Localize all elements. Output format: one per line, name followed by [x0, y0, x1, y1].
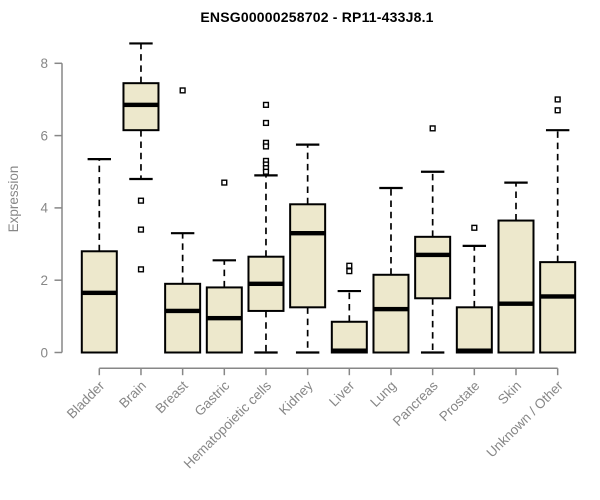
x-axis-tick-label: Liver	[326, 378, 358, 410]
chart-title: ENSG00000258702 - RP11-433J8.1	[200, 9, 434, 25]
iqr-box	[164, 282, 202, 354]
outlier-point	[262, 119, 270, 127]
x-axis-tick-label: Gastric	[192, 378, 233, 419]
boxplot-lung	[372, 186, 410, 354]
y-axis-tick-label: 6	[40, 128, 48, 143]
iqr-box	[414, 235, 452, 300]
x-axis-tick-label: Skin	[495, 378, 524, 407]
iqr-box	[80, 250, 118, 354]
median-line	[206, 315, 242, 321]
median-line	[123, 102, 159, 108]
iqr-box	[539, 261, 577, 354]
outlier-point	[429, 125, 436, 132]
y-axis-tick-label: 8	[40, 56, 48, 71]
y-axis-tick-label: 4	[40, 201, 48, 216]
median-line	[540, 294, 576, 299]
outlier-point	[262, 168, 270, 175]
boxplot-brain	[122, 42, 160, 273]
y-axis-tick-label: 2	[40, 273, 48, 288]
boxplot-pancreas	[414, 125, 452, 354]
outlier-point	[137, 266, 145, 273]
x-axis-tick-label: Kidney	[276, 378, 316, 418]
outlier-point	[262, 101, 270, 108]
x-axis-tick-label: Lung	[367, 378, 399, 410]
y-axis: 0 2 4 6 8	[40, 56, 63, 360]
boxplot-liver	[330, 262, 368, 354]
outlier-point	[346, 262, 353, 269]
median-line	[498, 301, 534, 306]
iqr-box	[372, 273, 410, 354]
x-axis-tick-label: Brain	[116, 378, 149, 411]
iqr-box	[497, 219, 535, 354]
median-line	[331, 348, 367, 353]
median-line	[373, 306, 409, 312]
boxplot-gastric	[205, 179, 243, 354]
median-line	[248, 281, 284, 287]
boxplot-breast	[164, 87, 202, 354]
outlier-point	[346, 268, 353, 275]
median-line	[415, 252, 451, 258]
boxplot-bladder	[80, 157, 118, 354]
outlier-point	[554, 96, 561, 103]
x-axis-tick-label: Pancreas	[390, 378, 441, 429]
y-axis-tick-label: 0	[40, 345, 48, 360]
boxplot-skin	[497, 181, 535, 354]
median-line	[456, 348, 492, 353]
median-line	[290, 231, 326, 236]
median-line	[81, 290, 117, 296]
x-axis-tick-label: Breast	[153, 378, 191, 416]
outlier-point	[137, 197, 145, 204]
iqr-box	[330, 320, 368, 354]
boxplot-hematopoietic-cells	[247, 101, 285, 354]
boxplot-prostate	[455, 224, 493, 354]
boxplot-unknown-other	[539, 96, 577, 354]
x-axis-tick-label: Unknown / Other	[484, 378, 567, 461]
iqr-box	[289, 203, 327, 309]
outlier-point	[262, 143, 270, 150]
outlier-point	[471, 224, 478, 231]
median-line	[165, 308, 201, 314]
outlier-point	[137, 226, 145, 233]
outlier-point	[179, 87, 186, 94]
x-axis-tick-label: Bladder	[64, 378, 108, 422]
outlier-point	[554, 107, 561, 114]
x-axis-tick-label: Prostate	[436, 378, 482, 424]
boxplot-kidney	[289, 143, 327, 354]
outlier-point	[221, 179, 228, 186]
iqr-box	[455, 306, 493, 354]
